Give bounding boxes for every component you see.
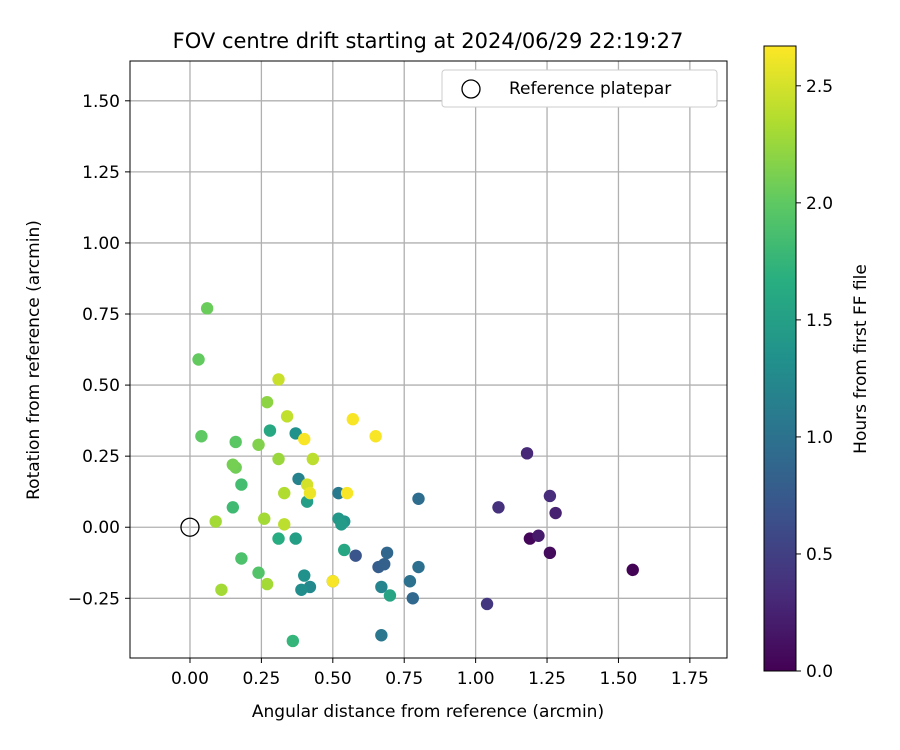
x-axis-label: Angular distance from reference (arcmin) [252, 702, 604, 722]
data-point [289, 532, 302, 545]
data-point [235, 552, 248, 565]
data-point [375, 629, 388, 642]
x-tick-label: 0.25 [242, 669, 280, 689]
x-tick-label: 0.50 [314, 669, 352, 689]
colorbar-tick-label: 0.5 [806, 545, 833, 565]
data-point [340, 486, 354, 500]
data-point [215, 583, 228, 596]
data-point [306, 452, 320, 466]
y-tick-label: 0.25 [82, 447, 120, 467]
colorbar-tick-label: 1.5 [806, 311, 833, 331]
data-point [303, 486, 317, 500]
y-tick-label: 1.50 [82, 92, 120, 112]
data-point [346, 413, 360, 426]
legend-marker-icon [461, 79, 481, 99]
data-point [229, 435, 242, 449]
colorbar-tick-label: 0.0 [806, 662, 833, 682]
data-point [332, 486, 345, 500]
data-point [480, 597, 494, 611]
data-point [369, 430, 382, 443]
x-tick-label: 0.75 [385, 669, 423, 689]
data-point [286, 634, 300, 648]
data-point [278, 518, 291, 531]
y-tick-label: 1.00 [82, 234, 120, 254]
legend: Reference platepar [441, 69, 718, 108]
data-point [272, 532, 285, 545]
colorbar-tick-label: 1.0 [806, 428, 833, 448]
colorbar-tick-label: 2.5 [806, 77, 833, 97]
legend-box [441, 69, 718, 108]
y-axis-label: Rotation from reference (arcmin) [24, 220, 44, 500]
grid [130, 61, 727, 658]
data-point [543, 489, 557, 503]
y-tick-label: 0.75 [82, 305, 120, 325]
colorbar-gradient [763, 45, 797, 672]
data-point [295, 583, 308, 596]
data-point [492, 501, 505, 514]
x-axis-ticks: 0.00 0.25 0.50 0.75 1.00 1.25 1.50 1.75 [171, 658, 709, 689]
data-point [520, 447, 534, 460]
data-point [258, 512, 271, 525]
x-tick-label: 0.00 [171, 669, 209, 689]
chart-title: FOV centre drift starting at 2024/06/29 … [173, 29, 684, 53]
data-point [195, 430, 208, 443]
x-tick-label: 1.25 [528, 669, 566, 689]
colorbar: 0.0 0.5 1.0 1.5 2.0 2.5 Hours from first FF f… [763, 45, 871, 682]
data-points [192, 302, 639, 648]
data-point [403, 575, 417, 588]
colorbar-ticks: 0.0 0.5 1.0 1.5 2.0 2.5 [796, 77, 833, 682]
data-point [272, 373, 285, 386]
data-point [543, 546, 557, 560]
data-point [378, 557, 391, 571]
data-point [626, 563, 639, 577]
data-point [298, 569, 311, 582]
data-point [278, 486, 291, 500]
data-point [200, 302, 214, 315]
colorbar-label: Hours from first FF file [851, 264, 871, 454]
data-point [280, 410, 294, 423]
data-point [235, 478, 248, 491]
data-point [252, 438, 265, 451]
x-tick-label: 1.50 [600, 669, 638, 689]
data-point [326, 575, 340, 588]
data-point [375, 580, 388, 594]
plot-frame [129, 60, 728, 659]
data-point [298, 432, 311, 446]
data-point [260, 395, 274, 409]
data-point [338, 543, 351, 557]
y-tick-label: 1.25 [82, 163, 120, 183]
x-tick-label: 1.75 [671, 669, 709, 689]
y-tick-label: −0.25 [68, 589, 120, 609]
data-point [412, 560, 425, 574]
y-tick-label: 0.00 [82, 518, 120, 538]
data-point [192, 353, 205, 366]
data-point [349, 549, 362, 562]
y-tick-label: 0.50 [82, 376, 120, 396]
data-point [209, 515, 222, 528]
x-tick-label: 1.00 [457, 669, 495, 689]
data-point [380, 546, 394, 560]
legend-label: Reference platepar [509, 79, 671, 99]
data-point [383, 589, 397, 602]
data-point [226, 501, 240, 514]
reference-point [180, 517, 200, 537]
data-point [532, 529, 545, 542]
data-point [335, 518, 348, 531]
data-point [226, 458, 240, 471]
data-point [412, 492, 425, 505]
data-point [263, 424, 277, 437]
colorbar-tick-label: 2.0 [806, 194, 833, 214]
data-point [252, 566, 265, 579]
data-point [406, 592, 419, 605]
data-point [549, 506, 562, 520]
data-point [260, 577, 274, 591]
y-axis-ticks: −0.25 0.00 0.25 0.50 0.75 1.00 1.25 1.50 [68, 92, 130, 609]
data-point [272, 452, 285, 466]
